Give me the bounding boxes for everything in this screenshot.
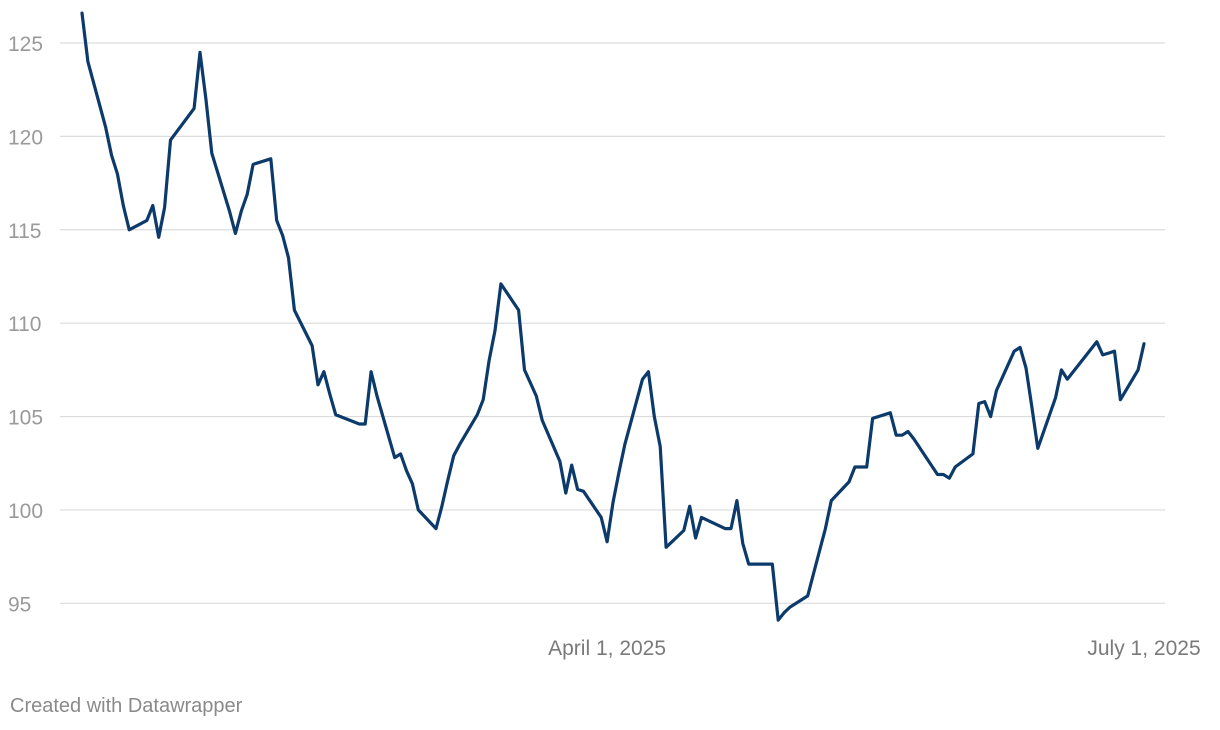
y-axis-tick-labels: 95 100 105 110 115 120 125: [8, 33, 43, 616]
x-tick-label: July 1, 2025: [1087, 637, 1200, 660]
y-tick-label: 110: [8, 313, 41, 336]
datawrapper-credit: Created with Datawrapper: [10, 695, 243, 717]
y-tick-label: 125: [8, 33, 43, 56]
line-chart: 95 100 105 110 115 120 125 April 1, 2025 July 1…: [8, 11, 1201, 660]
y-tick-label: 95: [8, 593, 31, 616]
series-line-0: [80, 11, 1146, 622]
y-tick-label: 115: [8, 220, 41, 243]
series-lines: [80, 11, 1146, 622]
y-gridlines: [60, 42, 1165, 604]
x-tick-label: April 1, 2025: [548, 637, 666, 660]
y-tick-label: 105: [8, 407, 43, 430]
y-tick-label: 100: [8, 500, 43, 523]
x-axis-tick-labels: April 1, 2025 July 1, 2025: [548, 637, 1200, 660]
y-tick-label: 120: [8, 126, 43, 149]
